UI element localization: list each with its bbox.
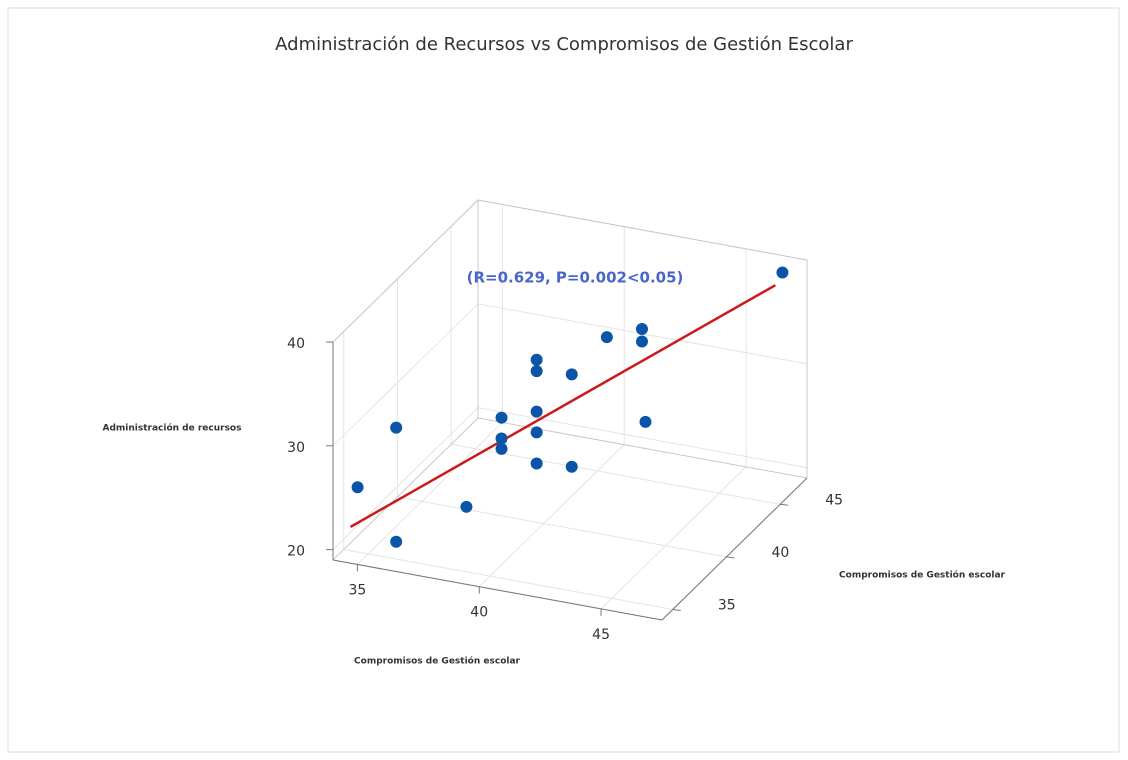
x-axis-label: Compromisos de Gestión escolar (354, 656, 520, 667)
grid-line (397, 496, 727, 558)
y-axis-label: Compromisos de Gestión escolar (839, 570, 1005, 581)
point (495, 411, 508, 424)
z-tick-label: 20 (287, 544, 305, 560)
point (460, 500, 473, 513)
grid-line (600, 466, 747, 610)
z-tick-label: 30 (287, 440, 305, 456)
point (639, 415, 652, 428)
grid-line (332, 407, 479, 550)
z-tick-label: 40 (287, 336, 305, 352)
point (565, 368, 578, 381)
box-edge (477, 199, 808, 261)
point (390, 535, 403, 548)
y-tick-label: 35 (718, 597, 736, 613)
point (530, 365, 543, 378)
y-tick (780, 503, 789, 506)
chart-title: Administración de Recursos vs Compromiso… (275, 34, 853, 55)
x-axis-line (332, 559, 663, 621)
y-tick-label: 45 (825, 492, 843, 508)
y-axis-line (661, 477, 808, 621)
frame (7, 7, 1120, 753)
y-tick (672, 608, 681, 611)
point (530, 457, 543, 470)
grid-line (343, 548, 673, 610)
grid-line (332, 303, 479, 447)
point (390, 421, 403, 434)
x-tick-label: 45 (592, 627, 610, 643)
point (351, 481, 364, 494)
y-tick-label: 40 (772, 545, 790, 561)
point (565, 460, 578, 473)
point (495, 442, 508, 455)
box-edge (332, 417, 479, 561)
box-edge (332, 199, 479, 343)
point (635, 335, 648, 348)
z-axis-label: Administración de recursos (103, 423, 242, 434)
x-tick-label: 40 (470, 605, 488, 621)
grid-line (357, 422, 503, 565)
point (530, 405, 543, 418)
point (530, 353, 543, 366)
x-tick-label: 35 (348, 582, 366, 598)
fit-line (349, 284, 777, 528)
annotation: (R=0.629, P=0.002<0.05) (467, 269, 684, 287)
point (530, 426, 543, 439)
grid-line (477, 407, 808, 469)
point (600, 331, 613, 344)
point (635, 323, 648, 336)
y-tick (726, 556, 735, 559)
point (495, 432, 508, 445)
grid-line (451, 443, 781, 505)
grid-line (478, 444, 625, 588)
point (776, 266, 789, 279)
